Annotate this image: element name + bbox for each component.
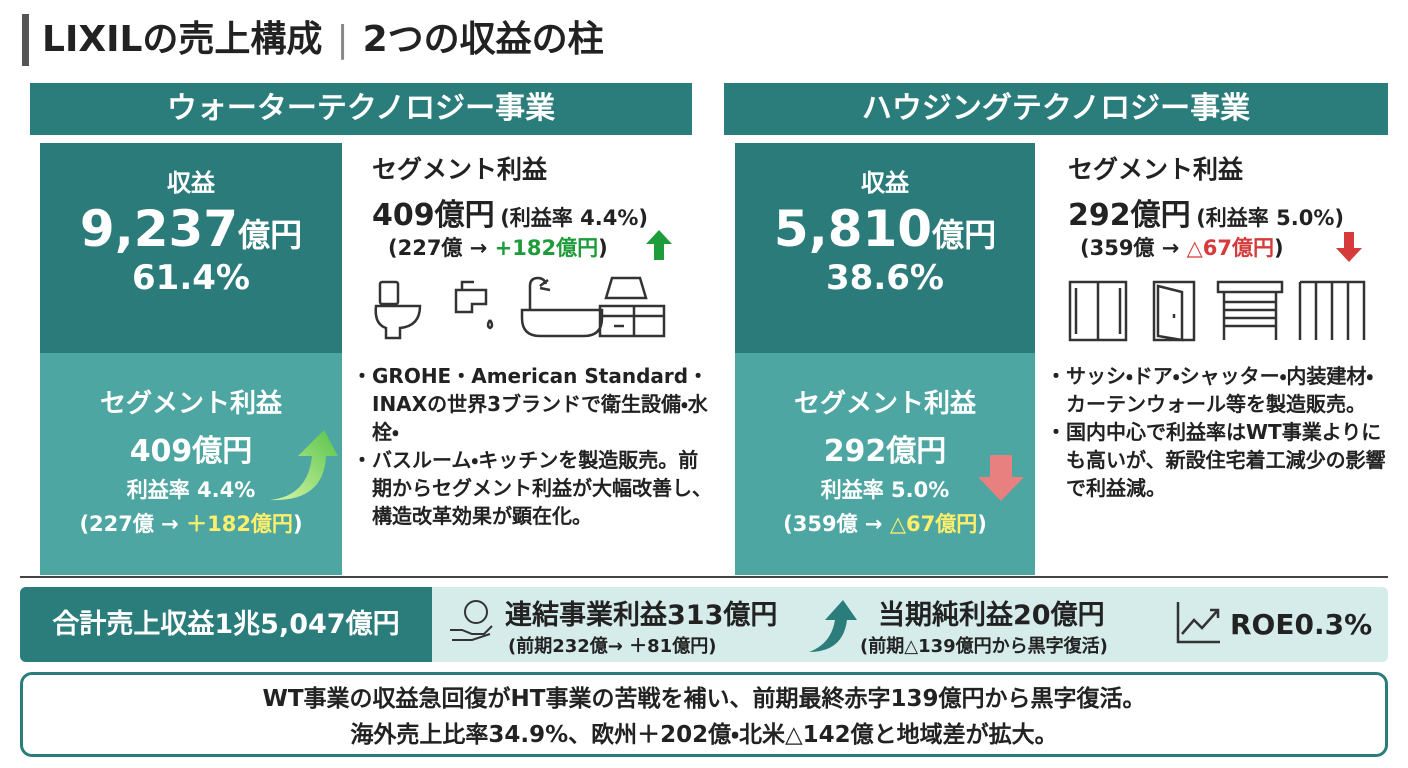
- revenue-unit: 億円: [238, 216, 303, 254]
- money-icon: [450, 600, 493, 641]
- profit-box: セグメント利益 292億円 利益率 5.0% (359億 → △67億円): [735, 353, 1035, 575]
- bullet-marker: ・: [352, 364, 372, 388]
- profit-value: 292億円: [1068, 198, 1191, 233]
- down-arrow-small: [1336, 232, 1362, 262]
- profit-heading: セグメント利益: [1068, 155, 1244, 184]
- bullet-list: ・サッシ・ドア・シャッター・内装建材・カーテンウォール等を製造販売。 ・国内中心で…: [1046, 362, 1386, 502]
- profit-label: セグメント利益: [99, 389, 282, 419]
- product-icons: [374, 276, 666, 340]
- profit-label: セグメント利益: [793, 389, 976, 419]
- title-bar: [22, 14, 29, 66]
- profit-change: △67億円: [889, 512, 978, 536]
- bullet: ・国内中心で利益率はWT事業よりにも高いが、新設住宅着工減少の影響で利益減。: [1046, 420, 1386, 500]
- profit-change: +182億円: [494, 236, 599, 260]
- profit-box: セグメント利益 409億円 利益率 4.4% (227億 → ＋182億円): [40, 353, 342, 575]
- profit-margin: (利益率 4.4%): [500, 206, 648, 230]
- profit-close: ): [598, 236, 608, 260]
- summary-label: 当期純利益20億円: [878, 600, 1105, 631]
- segment-header: ウォーターテクノロジー事業: [30, 83, 692, 135]
- revenue-label: 収益: [167, 169, 215, 197]
- up-arrow-small: [646, 230, 672, 260]
- revenue-unit: 億円: [932, 216, 997, 254]
- summary-note: (前期△139億円から黒字復活): [860, 636, 1108, 657]
- chart-icon: [1176, 602, 1220, 644]
- summary-note: (前期232億→ ＋81億円): [508, 636, 717, 657]
- title-sub: 2つの収益の柱: [362, 19, 604, 60]
- down-arrow: [978, 455, 1024, 501]
- profit-prev: (359億 →: [1080, 236, 1187, 260]
- revenue-share: 38.6%: [826, 258, 944, 298]
- profit-change: △67億円: [1186, 236, 1275, 260]
- bullet-marker: ・: [1046, 420, 1066, 444]
- profit-close: ): [1274, 236, 1284, 260]
- bullet-marker: ・: [352, 448, 372, 472]
- profit-value: 409億円: [129, 434, 253, 469]
- revenue-value: 5,810: [773, 200, 933, 258]
- footer-line: 海外売上比率34.9%、欧州＋202億・北米△142億と地域差が拡大。: [350, 722, 1058, 748]
- profit-close: ): [292, 512, 303, 536]
- divider-line: [20, 576, 1388, 578]
- bullet-marker: ・: [1046, 364, 1066, 388]
- profit-margin: 利益率 5.0%: [820, 478, 950, 502]
- profit-prev: (227億 →: [79, 512, 187, 536]
- revenue-box: 収益 5,810億円 38.6%: [735, 143, 1035, 353]
- title: LIXILの売上構成 | 2つの収益の柱: [42, 14, 604, 66]
- revenue-label: 収益: [861, 169, 909, 197]
- footer-line: WT事業の収益急回復がHT事業の苦戦を補い、前期最終赤字139億円から黒字復活。: [262, 686, 1146, 712]
- bullet: ・GROHE・American Standard・INAXの世界3ブランドで衛生…: [352, 364, 709, 444]
- profit-margin: (利益率 5.0%): [1196, 206, 1344, 230]
- profit-value: 292億円: [823, 434, 947, 469]
- bullet-list: ・GROHE・American Standard・INAXの世界3ブランドで衛生…: [352, 362, 712, 530]
- title-main: LIXILの売上構成: [42, 19, 323, 60]
- revenue-share: 61.4%: [132, 258, 250, 298]
- up-arrow: [809, 600, 857, 652]
- profit-close: ): [977, 512, 987, 536]
- profit-heading: セグメント利益: [372, 155, 548, 184]
- profit-prev: (227億 →: [388, 236, 495, 260]
- profit-margin: 利益率 4.4%: [126, 478, 256, 502]
- segment-header: ハウジングテクノロジー事業: [724, 83, 1388, 135]
- revenue-box: 収益 9,237億円 61.4%: [40, 143, 342, 353]
- summary-label: ROE0.3%: [1230, 608, 1373, 641]
- profit-change: ＋182億円: [186, 512, 293, 536]
- bullet: ・サッシ・ドア・シャッター・内装建材・カーテンウォール等を製造販売。: [1046, 364, 1374, 416]
- revenue-value: 9,237: [79, 200, 239, 258]
- footer-box: WT事業の収益急回復がHT事業の苦戦を補い、前期最終赤字139億円から黒字復活。…: [20, 672, 1388, 757]
- summary-total: 合計売上収益1兆5,047億円: [20, 587, 432, 662]
- divider: |: [336, 19, 349, 60]
- product-icons: [1068, 280, 1366, 342]
- profit-value: 409億円: [372, 198, 495, 233]
- profit-prev: (359億 →: [783, 512, 890, 536]
- summary-label: 連結事業利益313億円: [505, 600, 778, 631]
- bullet: ・バスルーム・キッチンを製造販売。前期からセグメント利益が大幅改善し、構造改革効…: [352, 448, 712, 528]
- up-arrow: [270, 430, 338, 501]
